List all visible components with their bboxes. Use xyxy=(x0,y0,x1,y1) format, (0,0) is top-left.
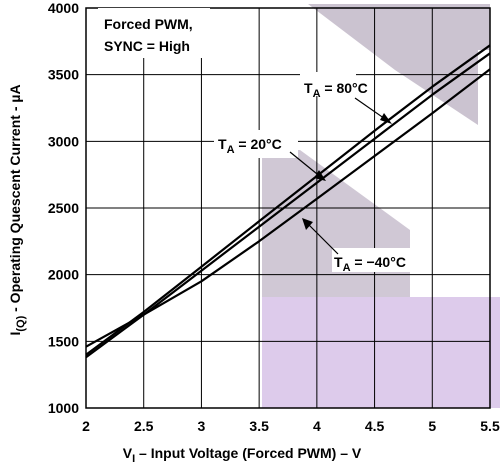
condition-box: Forced PWM, SYNC = High xyxy=(98,8,210,58)
series-label-80-arrow xyxy=(380,113,392,124)
y-tick-label: 3500 xyxy=(48,67,79,83)
series-line-0 xyxy=(85,44,491,356)
condition-line-2: SYNC = High xyxy=(104,38,190,54)
series-label-20-bg xyxy=(214,130,298,158)
x-tick-label: 3.5 xyxy=(249,418,269,434)
watermark-shape-bottom xyxy=(262,297,500,408)
x-tick-label: 3 xyxy=(198,418,206,434)
x-tick-label: 2.5 xyxy=(134,418,154,434)
series-label-20-leader xyxy=(289,151,323,179)
series-label-80: TA = 80°C xyxy=(300,72,392,124)
series-label-80-bg xyxy=(300,72,356,96)
series-lines xyxy=(85,44,491,359)
x-tick-label: 5 xyxy=(428,418,436,434)
condition-line-1: Forced PWM, xyxy=(104,16,193,32)
plot-frame xyxy=(85,7,491,409)
y-tick-label: 2500 xyxy=(48,200,79,216)
series-label-20-arrow xyxy=(314,170,326,181)
x-tick-label: 4 xyxy=(313,418,321,434)
y-tick-label: 1500 xyxy=(48,333,79,349)
condition-box-bg xyxy=(98,8,210,58)
series-label-neg40-leader xyxy=(305,221,339,255)
series-line-2 xyxy=(85,68,491,348)
y-tick-label: 1000 xyxy=(48,400,79,416)
x-tick-label: 2 xyxy=(82,418,90,434)
series-label-20: TA = 20°C xyxy=(214,130,326,181)
x-tick-label: 5.5 xyxy=(480,418,500,434)
series-line-1 xyxy=(85,52,491,359)
series-label-neg40-arrow xyxy=(302,218,313,230)
x-tick-label: 4.5 xyxy=(365,418,385,434)
series-label-20-text: TA = 20°C xyxy=(218,136,282,156)
series-label-neg40: TA = −40°C xyxy=(302,218,420,274)
y-tick-label: 3000 xyxy=(48,133,79,149)
series-label-neg40-bg xyxy=(332,248,420,272)
series-label-neg40-text: TA = −40°C xyxy=(334,254,406,274)
series-label-80-text: TA = 80°C xyxy=(304,80,368,100)
y-axis-label: I(Q) - Operating Quescent Current - µA xyxy=(7,84,27,335)
watermark-shape-top xyxy=(308,4,490,125)
y-tick-label: 2000 xyxy=(48,267,79,283)
x-axis-label: VI – Input Voltage (Forced PWM) – V xyxy=(123,445,362,465)
tick-labels: 2 2.5 3 3.5 4 4.5 5 5.5 1000 1500 2000 2500 3000 3500… xyxy=(48,0,500,434)
y-tick-label: 4000 xyxy=(48,0,79,16)
